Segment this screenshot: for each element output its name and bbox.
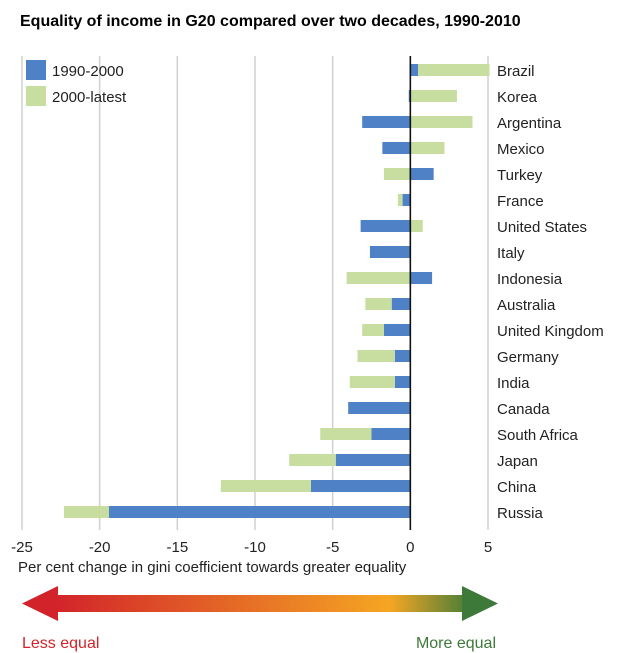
x-axis-label: Per cent change in gini coefficient towa… <box>18 559 407 576</box>
bar-brazil-2000-latest <box>418 64 490 76</box>
bar-germany-2000-latest <box>357 350 395 362</box>
bar-argentina-1990-2000 <box>362 116 411 128</box>
bar-mexico-2000-latest <box>410 142 445 154</box>
bars <box>63 64 490 518</box>
bar-mexico-1990-2000 <box>382 142 411 154</box>
category-label-japan: Japan <box>497 453 538 470</box>
bar-indonesia-1990-2000 <box>410 272 433 284</box>
bar-turkey-2000-latest <box>383 168 411 180</box>
less-equal-label: Less equal <box>22 635 99 652</box>
bar-japan-2000-latest <box>289 454 336 466</box>
x-tick-label: -20 <box>89 539 111 556</box>
chart-title: Equality of income in G20 compared over … <box>20 13 521 30</box>
arrow-head-left <box>22 586 58 621</box>
category-labels: Brazil Korea Argentina Mexico Turkey France Un… <box>497 63 604 522</box>
x-tick-label: -5 <box>326 539 339 556</box>
category-label-china: China <box>497 479 537 496</box>
bar-turkey-1990-2000 <box>410 168 434 180</box>
bar-australia-2000-latest <box>365 298 392 310</box>
category-label-turkey: Turkey <box>497 167 543 184</box>
category-label-canada: Canada <box>497 401 550 418</box>
category-label-brazil: Brazil <box>497 63 535 80</box>
x-tick-label: 5 <box>484 539 492 556</box>
bar-argentina-2000-latest <box>410 116 473 128</box>
x-tick-labels: -25 -20 -15 -10 -5 0 5 <box>11 539 492 556</box>
bar-canada-1990-2000 <box>348 402 411 414</box>
category-label-korea: Korea <box>497 89 538 106</box>
more-equal-label: More equal <box>416 635 496 652</box>
bar-india-1990-2000 <box>394 376 411 388</box>
category-label-italy: Italy <box>497 245 525 262</box>
bar-japan-1990-2000 <box>335 454 411 466</box>
bar-china-1990-2000 <box>310 480 411 492</box>
category-label-france: France <box>497 193 544 210</box>
bar-brazil-1990-2000 <box>410 64 419 76</box>
bar-russia-2000-latest <box>63 506 109 518</box>
legend-label-2000-latest: 2000-latest <box>52 89 127 106</box>
category-label-russia: Russia <box>497 505 544 522</box>
bar-china-2000-latest <box>220 480 311 492</box>
bar-korea-2000-latest <box>410 90 457 102</box>
bar-india-2000-latest <box>349 376 395 388</box>
bar-south-africa-1990-2000 <box>371 428 411 440</box>
legend-swatch-1990-2000 <box>26 60 46 80</box>
x-tick-label: 0 <box>406 539 414 556</box>
bar-france-2000-latest <box>397 194 403 206</box>
x-tick-label: -15 <box>166 539 188 556</box>
bar-italy-1990-2000 <box>369 246 411 258</box>
category-label-germany: Germany <box>497 349 559 366</box>
bar-australia-1990-2000 <box>391 298 411 310</box>
bar-united-kingdom-1990-2000 <box>383 324 411 336</box>
category-label-united-states: United States <box>497 219 587 236</box>
bar-united-states-2000-latest <box>410 220 423 232</box>
equality-arrow <box>22 586 498 621</box>
category-label-mexico: Mexico <box>497 141 545 158</box>
legend-label-1990-2000: 1990-2000 <box>52 63 124 80</box>
category-label-australia: Australia <box>497 297 556 314</box>
x-tick-label: -10 <box>244 539 266 556</box>
bar-south-africa-2000-latest <box>320 428 372 440</box>
arrow-head-right <box>462 586 498 621</box>
arrow-shaft <box>54 595 474 612</box>
grid-lines <box>21 56 489 530</box>
category-label-india: India <box>497 375 530 392</box>
category-label-south-africa: South Africa <box>497 427 579 444</box>
bar-indonesia-2000-latest <box>346 272 411 284</box>
category-label-united-kingdom: United Kingdom <box>497 323 604 340</box>
bar-france-1990-2000 <box>402 194 411 206</box>
legend: 1990-2000 2000-latest <box>26 60 127 106</box>
bar-united-kingdom-2000-latest <box>362 324 384 336</box>
bar-russia-1990-2000 <box>108 506 411 518</box>
bar-germany-1990-2000 <box>394 350 411 362</box>
bar-united-states-1990-2000 <box>360 220 411 232</box>
x-tick-label: -25 <box>11 539 33 556</box>
category-label-argentina: Argentina <box>497 115 562 132</box>
legend-swatch-2000-latest <box>26 86 46 106</box>
category-label-indonesia: Indonesia <box>497 271 563 288</box>
